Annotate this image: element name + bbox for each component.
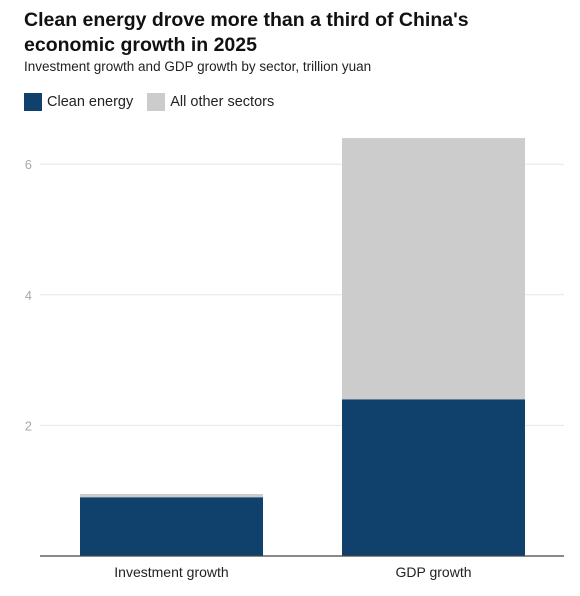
legend: Clean energy All other sectors: [24, 92, 288, 112]
legend-label-other-sectors: All other sectors: [170, 94, 275, 110]
legend-item-clean-energy: Clean energy: [24, 93, 133, 111]
y-tick-label: 4: [25, 288, 32, 303]
legend-swatch-other-sectors: [147, 93, 166, 111]
legend-label-clean-energy: Clean energy: [47, 94, 134, 110]
legend-item-other-sectors: All other sectors: [147, 93, 274, 111]
y-tick-label: 6: [25, 157, 32, 172]
bar-clean-energy: [80, 497, 263, 556]
x-category-label: Investment growth: [114, 564, 228, 580]
x-category-label: GDP growth: [396, 564, 472, 580]
bar-other-sectors: [342, 138, 525, 400]
chart-title: Clean energy drove more than a third of …: [24, 9, 469, 56]
legend-swatch-clean-energy: [24, 93, 42, 111]
chart-subtitle: Investment growth and GDP growth by sect…: [24, 59, 372, 74]
bar-clean-energy: [342, 399, 525, 556]
bar-other-sectors: [80, 493, 263, 498]
y-tick-label: 2: [25, 418, 32, 433]
